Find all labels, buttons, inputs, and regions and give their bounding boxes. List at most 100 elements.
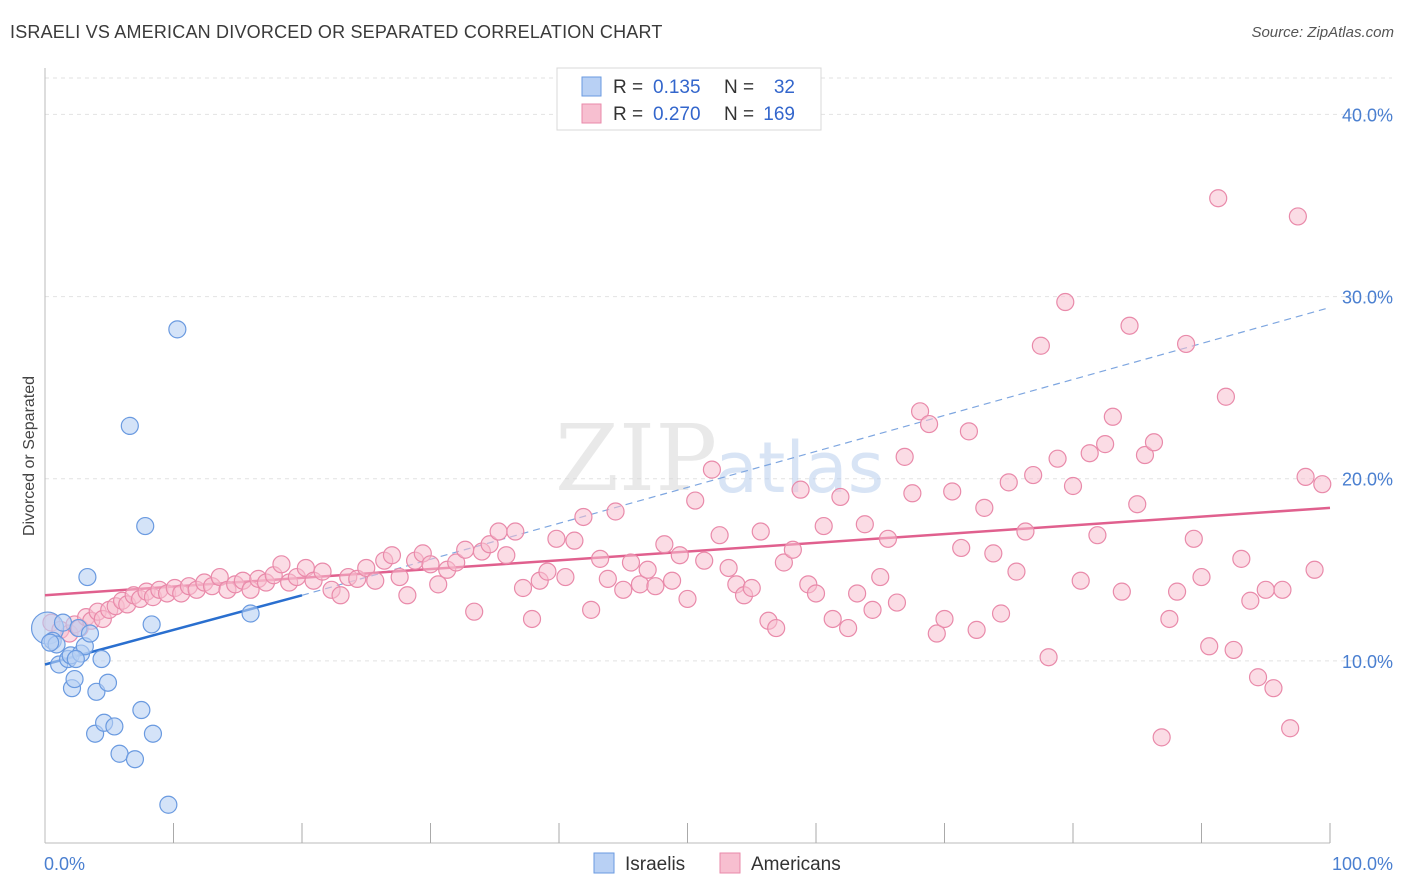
americans-point <box>1024 465 1043 485</box>
americans-point <box>456 540 475 559</box>
americans-point <box>975 498 994 517</box>
chart-title: ISRAELI VS AMERICAN DIVORCED OR SEPARATE… <box>10 22 663 42</box>
americans-point <box>1224 640 1243 660</box>
americans-point <box>1288 207 1307 226</box>
axis-labels: 10.0% 20.0% 30.0% 40.0% 0.0% 100.0% Divorced o… <box>21 105 1393 874</box>
americans-point <box>1167 582 1187 601</box>
americans-point <box>1120 316 1139 335</box>
americans-point <box>357 558 376 578</box>
americans-point <box>547 529 566 548</box>
americans-point <box>1016 522 1035 541</box>
americans-point <box>662 571 682 590</box>
legend-swatch <box>581 103 602 124</box>
y-tick-label: 40.0% <box>1342 105 1393 125</box>
americans-point <box>783 540 802 559</box>
americans-point <box>429 575 448 594</box>
americans-point <box>1184 529 1203 548</box>
americans-point <box>506 522 525 541</box>
americans-point <box>710 526 729 545</box>
israelis-point <box>98 673 118 692</box>
americans-point <box>614 580 633 599</box>
americans-point <box>678 589 697 609</box>
americans-point <box>806 584 826 603</box>
americans-point <box>366 571 385 590</box>
americans-point <box>1135 445 1155 465</box>
americans-point <box>999 473 1018 492</box>
americans-point <box>774 553 793 572</box>
legend: R = 0.135 N = 32 R = 0.270 N = 169 <box>556 67 822 131</box>
americans-point <box>272 555 291 574</box>
americans-point <box>1112 582 1131 601</box>
americans-point <box>556 567 575 587</box>
americans-point <box>887 593 907 612</box>
y-tick-label: 20.0% <box>1342 470 1393 490</box>
israelis-point <box>136 516 155 536</box>
legend-swatch <box>581 76 602 97</box>
americans-point <box>1256 580 1275 599</box>
americans-point <box>480 535 499 554</box>
americans-point <box>767 618 786 638</box>
americans-point <box>1241 591 1260 610</box>
israelis-point <box>80 624 100 643</box>
americans-point <box>1031 336 1050 355</box>
y-axis-title: Divorced or Separated <box>21 376 38 536</box>
americans-point <box>331 586 350 605</box>
israelis-point <box>53 613 73 632</box>
americans-point <box>895 447 914 466</box>
israelis-point <box>125 750 145 769</box>
americans-point <box>1305 560 1324 579</box>
americans-point <box>878 529 898 548</box>
israelis-point <box>159 795 178 814</box>
americans-point <box>1128 495 1147 514</box>
israelis-point <box>110 744 129 763</box>
israelis-point <box>78 567 97 587</box>
americans-point <box>598 569 617 588</box>
americans-point <box>863 600 882 619</box>
israelis-point <box>142 615 161 634</box>
americans-point <box>421 555 440 574</box>
americans-point <box>1080 444 1099 463</box>
israelis-point <box>168 320 187 339</box>
americans-point <box>719 558 738 578</box>
americans-point <box>1192 567 1211 587</box>
israelis-trend-extension <box>301 306 1331 596</box>
americans-point <box>742 578 761 598</box>
americans-point <box>1264 679 1283 698</box>
americans-point <box>935 609 954 629</box>
legend-n-value: 32 <box>774 77 795 98</box>
x-tick-label-max: 100.0% <box>1332 854 1393 874</box>
americans-point <box>1096 435 1115 454</box>
americans-point <box>871 567 890 587</box>
americans-point <box>943 482 962 501</box>
americans-point <box>497 546 516 565</box>
y-tick-label: 30.0% <box>1342 288 1393 308</box>
americans-point <box>1176 334 1196 354</box>
americans-point <box>382 546 402 565</box>
americans-points <box>42 189 1332 747</box>
source-label: Source: ZipAtlas.com <box>1251 24 1394 41</box>
americans-point <box>447 553 466 572</box>
legend-n-label: N = <box>724 77 754 98</box>
americans-point <box>670 546 689 565</box>
americans-point <box>702 460 722 479</box>
americans-point <box>565 531 584 550</box>
americans-point <box>1209 189 1228 208</box>
americans-point <box>1048 449 1067 468</box>
americans-point <box>1296 467 1315 486</box>
americans-point <box>1063 476 1083 496</box>
americans-point <box>831 487 850 507</box>
americans-point <box>927 624 946 643</box>
americans-point <box>910 402 930 421</box>
americans-point <box>646 577 665 596</box>
y-tick-label: 10.0% <box>1342 652 1393 672</box>
americans-point <box>574 507 593 527</box>
americans-point <box>591 549 610 568</box>
americans-point <box>984 544 1003 563</box>
americans-point <box>606 502 625 521</box>
americans-point <box>855 515 874 534</box>
americans-point <box>513 578 533 598</box>
americans-point <box>522 609 542 629</box>
americans-point <box>823 609 842 629</box>
x-tick-label-min: 0.0% <box>44 854 85 874</box>
